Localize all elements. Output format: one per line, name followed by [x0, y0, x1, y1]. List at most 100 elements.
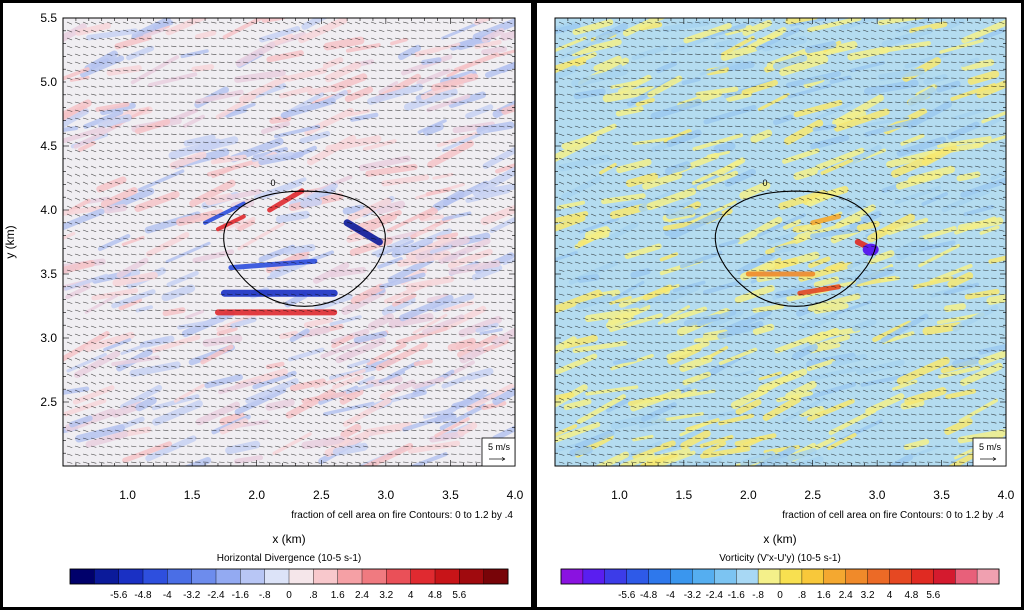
- axes-vorticity: 1.0 1.5 2.0 2.5 3.0 3.5 4.0: [554, 17, 1015, 502]
- colorbar-label: .8: [309, 590, 318, 601]
- x-tick-label: 2.0: [248, 488, 265, 502]
- colorbar-label: -3.2: [183, 590, 201, 601]
- colorbar-label: 2.4: [839, 590, 853, 601]
- colorbar-label: -1.6: [232, 590, 250, 601]
- vorticity-field: 0: [555, 18, 1006, 466]
- colorbar-vorticity: -5.6 -4.8 -4 -3.2 -2.4 -1.6 -.8 0 .8 1.6 2.4 3.2 4 4.…: [560, 568, 1000, 601]
- colorbar-swatch: [779, 568, 803, 585]
- fire-contour: [714, 190, 878, 307]
- y-tick-label: 3.5: [40, 267, 57, 281]
- contour-info: fraction of cell area on fire Contours: …: [782, 510, 1004, 521]
- contour-info: fraction of cell area on fire Contours: …: [291, 510, 513, 521]
- colorbar-swatch: [69, 568, 95, 585]
- x-tick-label: 3.0: [378, 488, 395, 502]
- colorbar-swatch: [889, 568, 912, 585]
- colorbar-label: 5.6: [926, 590, 940, 601]
- y-tick-label: 4.0: [40, 203, 57, 217]
- colorbar-label: 4.8: [428, 590, 442, 601]
- colorbar-label: -4: [666, 590, 675, 601]
- fire-contour: [223, 190, 386, 307]
- colorbar-label: -3.2: [684, 590, 702, 601]
- colorbar-swatch: [410, 568, 436, 585]
- colorbar-label: -4: [163, 590, 172, 601]
- y-axis-label: y (km): [3, 225, 17, 258]
- colorbar-label: 0: [777, 590, 783, 601]
- colorbar-swatch: [604, 568, 628, 585]
- colorbar-label: 1.6: [817, 590, 831, 601]
- colorbar-swatch: [215, 568, 241, 585]
- reference-vector-box: 5 m/s: [972, 437, 1007, 467]
- colorbar-label: -.8: [259, 590, 271, 601]
- colorbar-swatch: [626, 568, 650, 585]
- colorbar-swatch: [264, 568, 290, 585]
- colorbar-swatch: [867, 568, 890, 585]
- x-tick-label: 3.0: [869, 488, 886, 502]
- colorbar-swatch: [167, 568, 193, 585]
- colorbar-swatch: [757, 568, 781, 585]
- colorbar-swatch: [191, 568, 217, 585]
- x-tick-label: 2.5: [313, 488, 330, 502]
- colorbar-swatch: [692, 568, 715, 585]
- colorbar-label: -5.6: [618, 590, 636, 601]
- colorbar-swatch: [560, 568, 584, 585]
- colorbar-swatch: [118, 568, 144, 585]
- colorbar-label: 4.8: [904, 590, 918, 601]
- colorbar-label: 3.2: [861, 590, 875, 601]
- colorbar-swatch: [94, 568, 120, 585]
- y-tick-label: 5.0: [40, 75, 57, 89]
- y-tick-label: 5.5: [40, 11, 57, 25]
- x-tick-label: 3.5: [442, 488, 459, 502]
- colorbar-swatch: [240, 568, 266, 585]
- divergence-field: 0: [63, 18, 515, 466]
- colorbar-swatch: [386, 568, 412, 585]
- colorbar-label: -1.6: [728, 590, 746, 601]
- colorbar-swatch: [648, 568, 671, 585]
- colorbar-swatch: [361, 568, 387, 585]
- colorbar-title: Vorticity (V'x-U'y) (10-5 s-1): [719, 553, 841, 564]
- colorbar-swatch: [976, 568, 1000, 585]
- reference-vector-label: 5 m/s: [488, 442, 511, 452]
- x-tick-label: 4.0: [998, 488, 1015, 502]
- x-tick-label: 4.0: [507, 488, 524, 502]
- x-tick-label: 1.5: [184, 488, 201, 502]
- colorbar-label: -2.4: [207, 590, 225, 601]
- colorbar-label: 5.6: [452, 590, 466, 601]
- colorbar-label: 1.6: [331, 590, 345, 601]
- colorbar-label: .8: [798, 590, 807, 601]
- colorbar-label: 4: [887, 590, 893, 601]
- contour-label: 0: [270, 178, 275, 188]
- colorbar-swatch: [955, 568, 978, 585]
- colorbar-label: -2.4: [706, 590, 724, 601]
- reference-vector-box: 5 m/s: [481, 437, 516, 467]
- x-tick-label: 1.0: [119, 488, 136, 502]
- colorbar-swatch: [459, 568, 485, 585]
- panel-divergence: 0 1.0 1.5 2.0 2.5 3.0 3.5 4.0 2.5 3.0 3.5 4.0 4.5 5.…: [3, 3, 531, 607]
- y-tick-label: 4.5: [40, 139, 57, 153]
- colorbar-label: 2.4: [355, 590, 369, 601]
- colorbar-label: 4: [408, 590, 414, 601]
- x-tick-label: 2.5: [804, 488, 821, 502]
- x-tick-label: 1.5: [676, 488, 693, 502]
- colorbar-label: 3.2: [379, 590, 393, 601]
- colorbar-label: -4.8: [640, 590, 658, 601]
- colorbar-label: -5.6: [110, 590, 128, 601]
- colorbar-swatch: [911, 568, 934, 585]
- x-tick-label: 1.0: [611, 488, 628, 502]
- x-tick-label: 3.5: [933, 488, 950, 502]
- colorbar-swatch: [670, 568, 693, 585]
- colorbar-title: Horizontal Divergence (10-5 s-1): [217, 553, 362, 564]
- colorbar-swatch: [582, 568, 606, 585]
- colorbar-swatch: [313, 568, 339, 585]
- colorbar-swatch: [288, 568, 314, 585]
- colorbar-swatch: [801, 568, 825, 585]
- colorbar-swatch: [142, 568, 168, 585]
- colorbar-swatch: [434, 568, 460, 585]
- x-axis-label: x (km): [272, 532, 305, 546]
- colorbar-label: -.8: [752, 590, 764, 601]
- colorbar-divergence: -5.6 -4.8 -4 -3.2 -2.4 -1.6 -.8 0 .8 1.6 2.4 3.2 4 4.…: [69, 568, 509, 601]
- colorbar-swatch: [483, 568, 509, 585]
- axes-divergence: 1.0 1.5 2.0 2.5 3.0 3.5 4.0 2.5 3.0 3.5 4.0 4.5 5.0 5…: [40, 11, 523, 502]
- colorbar-swatch: [736, 568, 759, 585]
- y-tick-label: 2.5: [40, 395, 57, 409]
